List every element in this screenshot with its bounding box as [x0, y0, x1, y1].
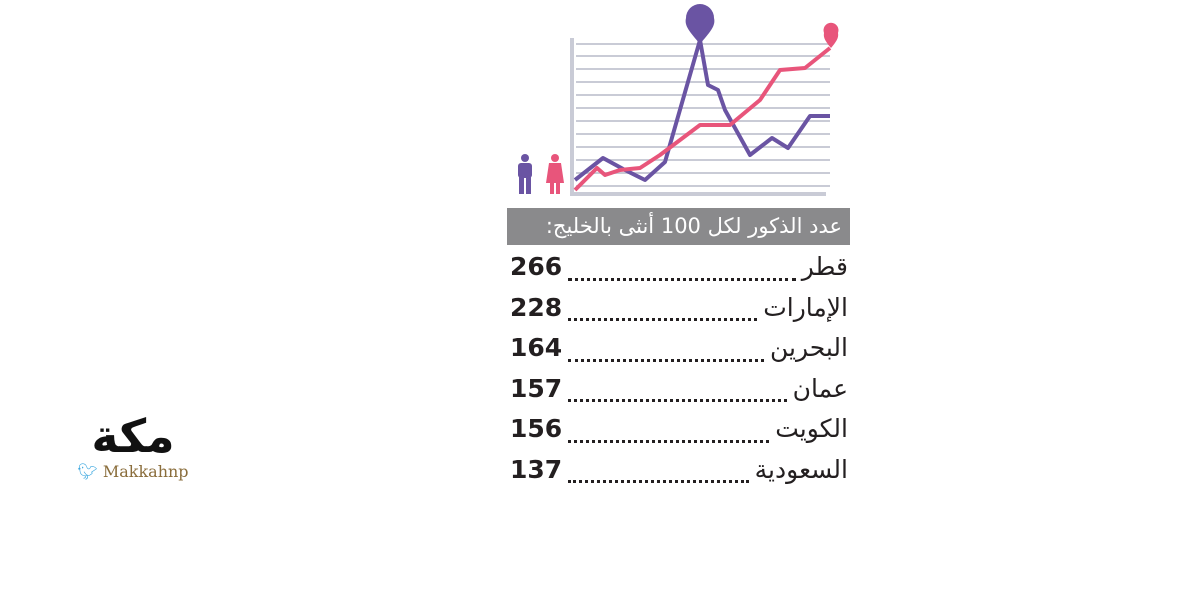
dot-leader: [568, 399, 787, 402]
ratio-value: 137: [510, 454, 563, 484]
logo-handle: 🐦︎ Makkahnp: [77, 462, 189, 481]
dot-leader: [568, 318, 758, 321]
ratio-value: 164: [510, 333, 563, 362]
logo-handle-text: Makkahnp: [102, 462, 189, 481]
country-row: قطر 266: [510, 252, 848, 293]
dot-leader: [568, 439, 770, 443]
country-row: عمان 157: [510, 374, 848, 415]
country-name: عمان: [792, 373, 848, 403]
country-name: الكويت: [775, 414, 848, 443]
logo-name: مكة: [91, 409, 175, 463]
ratio-value: 266: [510, 252, 563, 281]
ratio-value: 157: [510, 373, 563, 403]
decorative-chart: [518, 4, 839, 196]
country-list: قطر 266 الإمارات 228 البحرين 164 عمان 157 الكويت…: [510, 252, 848, 495]
country-row: السعودية 137: [510, 455, 848, 496]
country-row: البحرين 164: [510, 333, 848, 374]
ratio-value: 156: [510, 414, 563, 443]
dot-leader: [568, 358, 764, 362]
country-name: قطر: [801, 252, 848, 281]
dot-leader: [568, 480, 749, 483]
country-row: الكويت 156: [510, 414, 848, 455]
list-title: عدد الذكور لكل 100 أنثى بالخليج:: [507, 208, 850, 245]
ratio-value: 228: [510, 292, 563, 322]
logo: مكة 🐦︎ Makkahnp: [68, 410, 198, 481]
country-name: الإمارات: [763, 292, 848, 322]
country-name: البحرين: [769, 333, 848, 362]
country-row: الإمارات 228: [510, 293, 848, 334]
country-name: السعودية: [754, 454, 848, 484]
dot-leader: [568, 277, 796, 281]
